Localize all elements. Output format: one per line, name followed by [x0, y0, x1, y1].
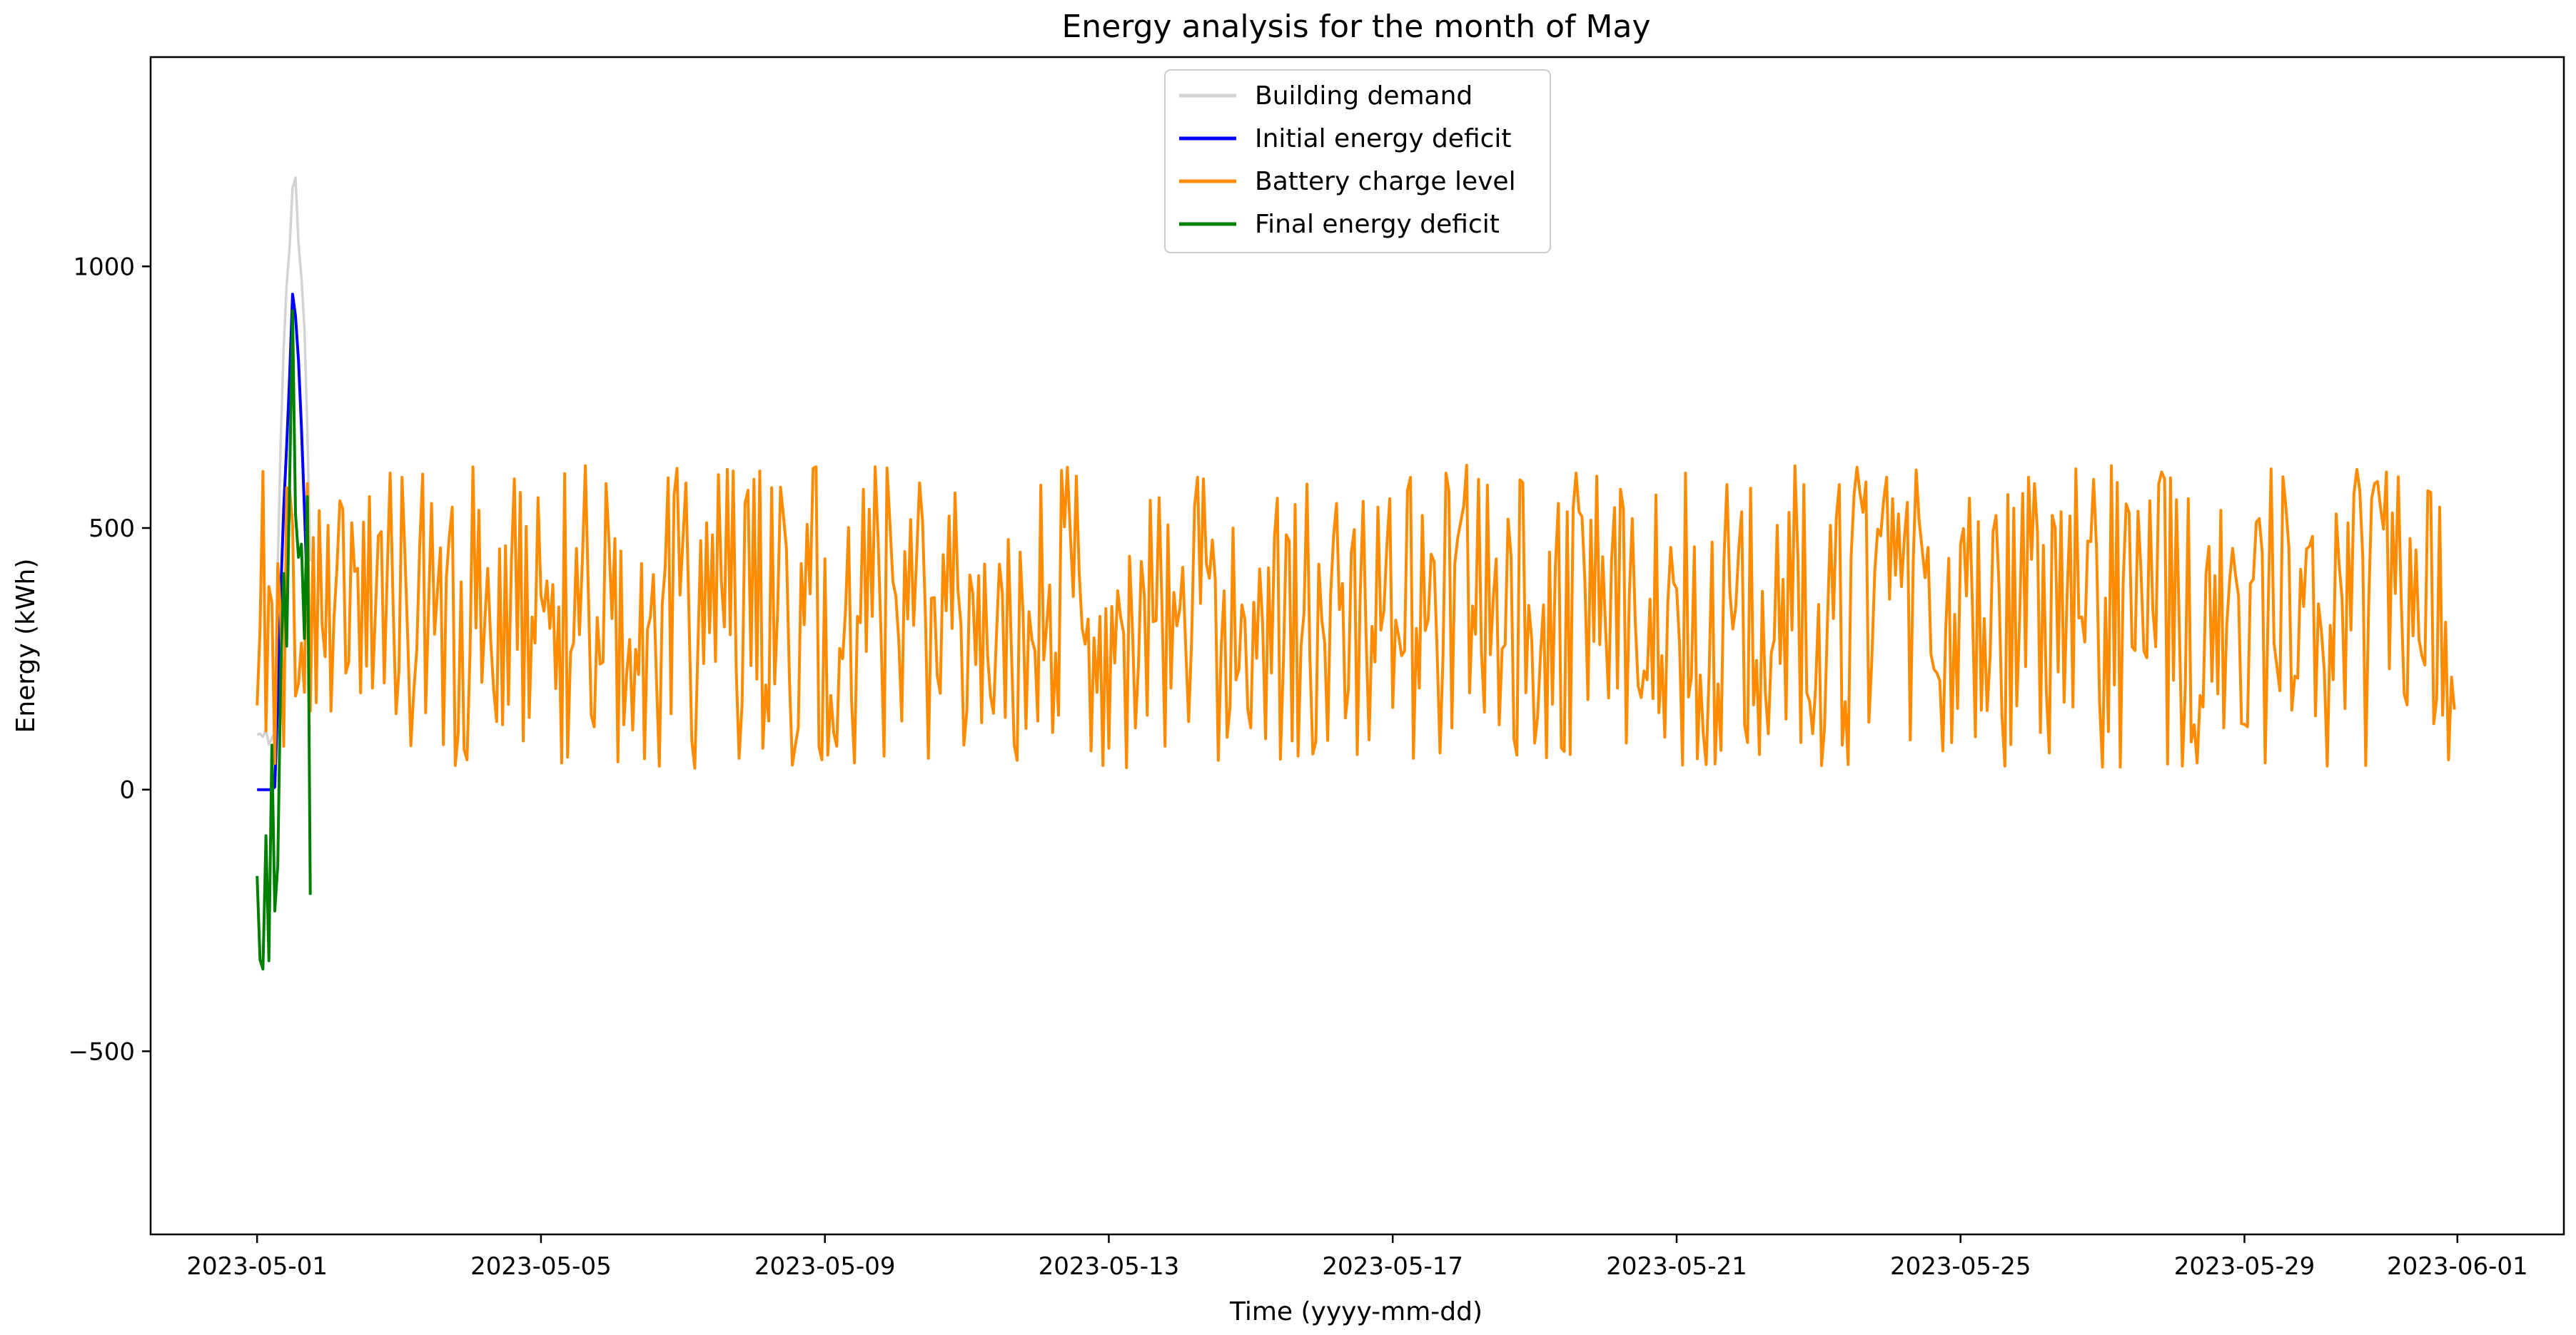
x-tick-label: 2023-05-25: [1890, 1252, 2031, 1281]
chart-title: Energy analysis for the month of May: [1062, 9, 1651, 45]
x-tick-label: 2023-05-01: [186, 1252, 328, 1281]
x-axis-label: Time (yyyy-mm-dd): [1229, 1297, 1483, 1326]
x-tick-label: 2023-05-29: [2174, 1252, 2315, 1281]
x-tick-label: 2023-05-09: [754, 1252, 896, 1281]
legend: Building demand Initial energy deficit Bat…: [1164, 69, 1551, 253]
x-tick-label: 2023-05-21: [1606, 1252, 1747, 1281]
x-tick-label: 2023-06-01: [2387, 1252, 2528, 1281]
y-axis-label: Energy (kWh): [11, 559, 41, 734]
final-energy-deficit-line: [256, 309, 312, 971]
battery-charge-level-line: [256, 464, 2456, 770]
x-tick-label: 2023-05-05: [470, 1252, 612, 1281]
y-tick-label: −500: [69, 1037, 135, 1066]
legend-label-final-energy-deficit: Final energy deficit: [1255, 210, 1500, 239]
plot-frame: [149, 56, 2565, 1236]
initial-energy-deficit-line: [257, 293, 312, 791]
legend-label-battery-charge-level: Battery charge level: [1255, 167, 1516, 196]
y-tick-label: 0: [119, 776, 135, 805]
series-layer: [256, 176, 2456, 971]
x-tick-label: 2023-05-17: [1322, 1252, 1463, 1281]
x-axis: 2023-05-01 2023-05-05 2023-05-09 2023-05-13…: [186, 1234, 2528, 1281]
y-axis: −500 0 500 1000: [69, 253, 151, 1066]
y-tick-label: 500: [89, 514, 135, 543]
x-tick-label: 2023-05-13: [1039, 1252, 1180, 1281]
legend-box: [1164, 69, 1551, 253]
legend-label-building-demand: Building demand: [1255, 81, 1473, 111]
legend-label-initial-energy-deficit: Initial energy deficit: [1255, 124, 1512, 153]
y-tick-label: 1000: [73, 253, 135, 281]
